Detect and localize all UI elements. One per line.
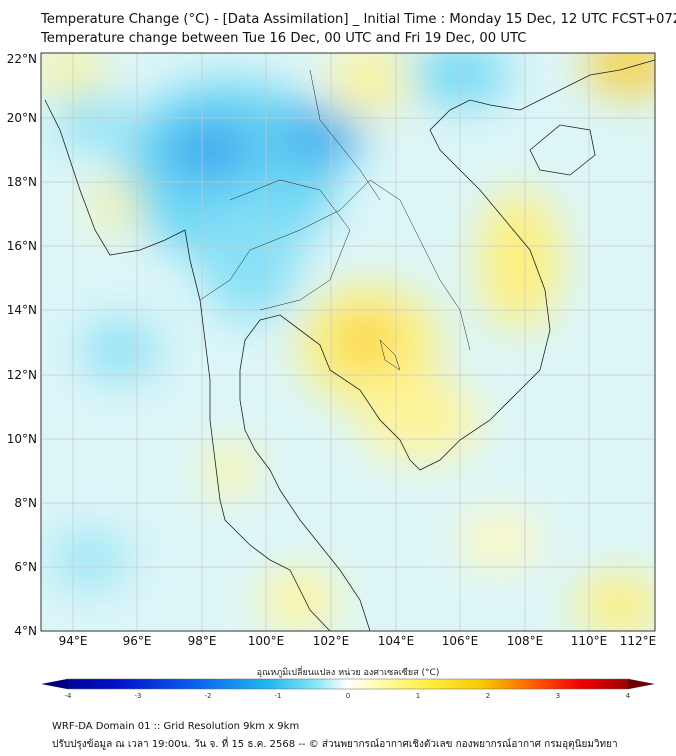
lat-label: 6°N [14, 560, 37, 574]
colorbar-tick: 3 [556, 692, 560, 700]
lon-label: 110°E [571, 634, 608, 648]
chart-title: Temperature Change (°C) - [Data Assimila… [41, 12, 676, 27]
colorbar-tick: 4 [626, 692, 631, 700]
colorbar-title: อุณหภูมิเปลี่ยนแปลง หน่วย องศาเซลเซียส (… [256, 668, 440, 678]
graticule [41, 53, 655, 631]
colorbar: -4 -3 -2 -1 0 1 2 3 4 [41, 678, 655, 700]
lat-label: 20°N [7, 111, 37, 125]
lon-label: 112°E [620, 634, 657, 648]
map-frame [40, 52, 656, 632]
lon-label: 106°E [442, 634, 479, 648]
colorbar-tick: 0 [346, 692, 350, 700]
lat-label: 4°N [14, 624, 37, 638]
colorbar-tick: 1 [416, 692, 420, 700]
footer-credit: ปรับปรุงข้อมูล ณ เวลา 19:00น. วัน จ. ที่… [52, 739, 618, 750]
lat-labels: 4°N 6°N 8°N 10°N 12°N 14°N 16°N 18°N 20°… [7, 52, 37, 638]
chart-subtitle: Temperature change between Tue 16 Dec, 0… [41, 31, 527, 46]
footer-model-info: WRF-DA Domain 01 :: Grid Resolution 9km … [52, 721, 300, 732]
lat-label: 18°N [7, 175, 37, 189]
colorbar-tick: -4 [65, 692, 73, 700]
lat-label: 10°N [7, 432, 37, 446]
lon-label: 104°E [378, 634, 415, 648]
lon-label: 102°E [313, 634, 350, 648]
lat-label: 12°N [7, 368, 37, 382]
temperature-change-map: 4°N 6°N 8°N 10°N 12°N 14°N 16°N 18°N 20°… [7, 52, 657, 700]
lon-labels: 94°E 96°E 98°E 100°E 102°E 104°E 106°E 1… [59, 634, 657, 648]
lon-label: 98°E [188, 634, 217, 648]
colorbar-tick: -1 [275, 692, 282, 700]
lon-label: 94°E [59, 634, 88, 648]
lat-label: 14°N [7, 303, 37, 317]
lon-label: 96°E [123, 634, 152, 648]
lat-label: 8°N [14, 496, 37, 510]
colorbar-tick: -3 [135, 692, 142, 700]
lat-label: 22°N [7, 52, 37, 66]
temperature-field [41, 53, 655, 631]
lon-label: 100°E [248, 634, 285, 648]
colorbar-tick: -2 [205, 692, 212, 700]
lon-label: 108°E [507, 634, 544, 648]
colorbar-tick: 2 [486, 692, 490, 700]
lat-label: 16°N [7, 239, 37, 253]
coastlines [44, 59, 655, 631]
